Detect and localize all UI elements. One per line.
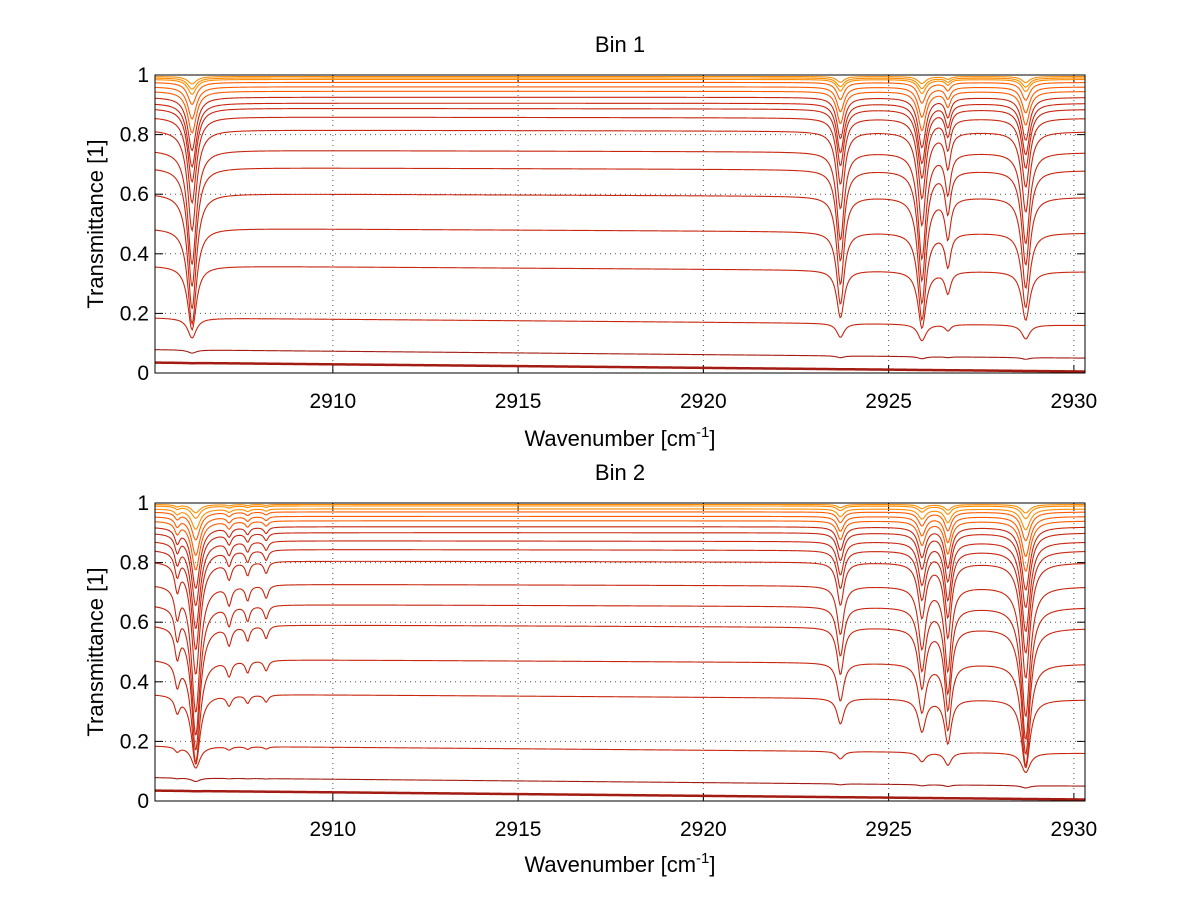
series-line bbox=[154, 167, 1086, 287]
series-line bbox=[154, 526, 1086, 591]
x-tick-label: 2910 bbox=[309, 390, 356, 413]
series-line bbox=[154, 508, 1086, 531]
x-tick-label: 2915 bbox=[495, 390, 542, 413]
x-tick-label: 2915 bbox=[495, 818, 542, 841]
series-line bbox=[154, 532, 1086, 609]
x-tick-label: 2930 bbox=[1051, 390, 1098, 413]
chart-title: Bin 2 bbox=[595, 460, 645, 485]
x-tick-labels: 2910 2915 2920 2925 2930 bbox=[309, 818, 1097, 841]
series-line bbox=[154, 505, 1085, 520]
chart-title: Bin 1 bbox=[595, 32, 645, 57]
y-tick-label: 1 bbox=[137, 492, 149, 515]
series-line bbox=[154, 77, 1086, 90]
x-tick-label: 2920 bbox=[680, 818, 727, 841]
series-lines bbox=[154, 503, 1086, 801]
series-line bbox=[154, 659, 1086, 767]
series-line bbox=[154, 317, 1085, 342]
series-line bbox=[154, 86, 1086, 120]
y-tick-label: 0.8 bbox=[120, 124, 149, 147]
y-tick-label: 0.8 bbox=[120, 552, 149, 575]
series-line bbox=[154, 624, 1086, 756]
y-tick-label: 0.2 bbox=[120, 730, 149, 753]
series-line bbox=[154, 78, 1085, 95]
series-line bbox=[154, 745, 1085, 774]
x-tick-label: 2925 bbox=[865, 390, 912, 413]
series-line bbox=[154, 116, 1086, 205]
y-axis-label: Transmittance [1] bbox=[83, 139, 108, 308]
series-line bbox=[154, 511, 1086, 542]
series-line bbox=[154, 96, 1086, 152]
series-line bbox=[154, 108, 1086, 184]
series-line bbox=[154, 129, 1086, 233]
y-tick-label: 0.4 bbox=[120, 243, 150, 266]
plot-frame bbox=[154, 74, 1086, 374]
y-axis-label: Transmittance [1] bbox=[83, 567, 108, 736]
series-line bbox=[155, 75, 1085, 85]
x-tick-label: 2920 bbox=[680, 390, 727, 413]
series-line bbox=[154, 789, 1086, 801]
y-tick-label: 0 bbox=[137, 790, 149, 813]
plot-area bbox=[155, 503, 1085, 801]
y-tick-labels: 0 0.2 0.4 0.6 0.8 1 bbox=[120, 64, 150, 385]
series-line bbox=[154, 584, 1086, 718]
x-axis-label-superscript: -1 bbox=[696, 424, 709, 441]
series-line bbox=[154, 560, 1086, 679]
y-tick-label: 0.2 bbox=[120, 302, 149, 325]
y-tick-label: 0.4 bbox=[120, 671, 150, 694]
chart-panel-bin-2: 2910 2915 2920 2925 2930 0 0.2 0.4 0.6 0.8 1 Bin … bbox=[83, 460, 1097, 877]
series-line bbox=[154, 361, 1086, 373]
y-tick-label: 0.6 bbox=[120, 611, 149, 634]
series-line bbox=[154, 520, 1086, 572]
series-line bbox=[154, 193, 1086, 309]
series-line bbox=[154, 266, 1086, 332]
series-line bbox=[154, 228, 1086, 326]
series-line bbox=[154, 503, 1086, 514]
x-tick-label: 2910 bbox=[309, 818, 356, 841]
series-line bbox=[154, 90, 1086, 134]
series-lines bbox=[154, 75, 1086, 373]
x-tick-label: 2930 bbox=[1051, 818, 1098, 841]
series-line bbox=[154, 81, 1085, 106]
plot-frame bbox=[154, 502, 1086, 802]
x-axis-label: Wavenumber [cm-1] bbox=[524, 424, 715, 451]
series-line bbox=[154, 515, 1086, 557]
y-tick-label: 0.6 bbox=[120, 183, 149, 206]
series-line bbox=[154, 150, 1086, 265]
chart-panel-bin-1: 2910 2915 2920 2925 2930 0 0.2 0.4 0.6 0.8 1 Bin … bbox=[83, 32, 1097, 451]
y-tick-labels: 0 0.2 0.4 0.6 0.8 1 bbox=[120, 492, 150, 813]
series-line bbox=[154, 349, 1086, 360]
series-line bbox=[154, 540, 1086, 633]
y-tick-label: 1 bbox=[137, 64, 149, 87]
series-line bbox=[154, 604, 1086, 741]
y-tick-label: 0 bbox=[137, 362, 149, 385]
x-axis-label-superscript: -1 bbox=[696, 850, 709, 867]
series-line bbox=[154, 102, 1086, 169]
x-axis-label: Wavenumber [cm-1] bbox=[524, 850, 715, 877]
series-line bbox=[154, 694, 1086, 769]
x-tick-label: 2925 bbox=[865, 818, 912, 841]
series-line bbox=[154, 777, 1086, 789]
series-line bbox=[154, 549, 1086, 654]
x-tick-labels: 2910 2915 2920 2925 2930 bbox=[309, 390, 1097, 413]
